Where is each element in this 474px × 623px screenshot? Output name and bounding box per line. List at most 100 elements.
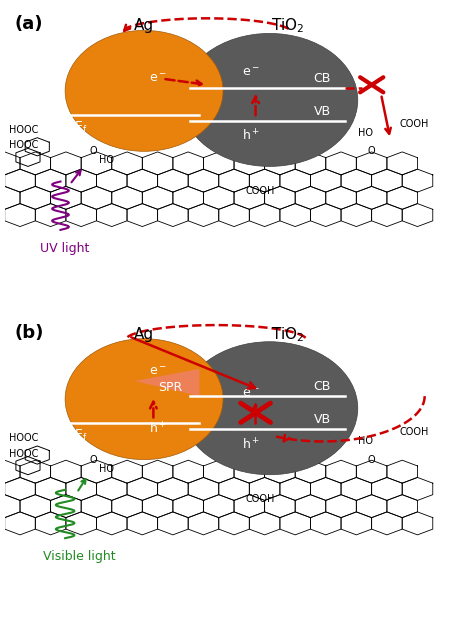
Ellipse shape xyxy=(111,371,161,411)
Text: CB: CB xyxy=(314,72,331,85)
Text: COOH: COOH xyxy=(400,119,429,129)
Ellipse shape xyxy=(124,381,143,396)
Text: O: O xyxy=(367,455,374,465)
Text: $e^-$: $e^-$ xyxy=(242,66,260,79)
Text: $e^-$: $e^-$ xyxy=(242,387,260,399)
Ellipse shape xyxy=(226,366,325,440)
Ellipse shape xyxy=(65,31,223,151)
Ellipse shape xyxy=(81,350,201,442)
Ellipse shape xyxy=(79,348,205,445)
Ellipse shape xyxy=(108,369,165,413)
Text: TiO$_2$: TiO$_2$ xyxy=(272,17,305,36)
Ellipse shape xyxy=(87,354,194,436)
Ellipse shape xyxy=(222,364,328,444)
Text: HOOC: HOOC xyxy=(9,125,39,135)
Ellipse shape xyxy=(206,355,340,456)
Ellipse shape xyxy=(113,65,158,99)
Ellipse shape xyxy=(105,368,169,416)
Ellipse shape xyxy=(129,385,136,390)
Text: TiO$_2$: TiO$_2$ xyxy=(272,325,305,343)
Ellipse shape xyxy=(181,342,358,475)
Ellipse shape xyxy=(68,32,219,148)
Ellipse shape xyxy=(266,388,295,409)
Ellipse shape xyxy=(230,368,322,437)
Ellipse shape xyxy=(124,73,143,87)
Ellipse shape xyxy=(113,374,158,407)
Ellipse shape xyxy=(119,69,150,93)
Ellipse shape xyxy=(242,66,313,120)
Ellipse shape xyxy=(103,57,172,111)
Text: HO: HO xyxy=(100,155,114,165)
Ellipse shape xyxy=(89,356,191,434)
Ellipse shape xyxy=(97,362,180,425)
Ellipse shape xyxy=(193,348,349,465)
Polygon shape xyxy=(135,369,200,396)
Ellipse shape xyxy=(121,379,147,399)
Ellipse shape xyxy=(119,378,150,402)
Text: HOOC: HOOC xyxy=(9,140,39,150)
Ellipse shape xyxy=(89,48,191,125)
Text: Visible light: Visible light xyxy=(43,550,115,563)
Ellipse shape xyxy=(76,346,209,448)
Ellipse shape xyxy=(105,59,169,108)
Ellipse shape xyxy=(84,44,198,131)
Ellipse shape xyxy=(238,373,316,431)
Text: O: O xyxy=(89,146,97,156)
Ellipse shape xyxy=(103,366,172,419)
Text: $E_f$: $E_f$ xyxy=(74,428,88,443)
Ellipse shape xyxy=(73,345,212,451)
Text: $E_f$: $E_f$ xyxy=(74,120,88,135)
Ellipse shape xyxy=(100,364,176,422)
Text: HO: HO xyxy=(358,437,373,447)
Ellipse shape xyxy=(230,60,322,129)
Text: $e^-$: $e^-$ xyxy=(149,366,167,378)
Text: UV light: UV light xyxy=(40,242,90,255)
Ellipse shape xyxy=(68,341,219,457)
Ellipse shape xyxy=(271,82,292,98)
Ellipse shape xyxy=(198,42,346,154)
Ellipse shape xyxy=(71,343,216,454)
Ellipse shape xyxy=(234,370,319,434)
Ellipse shape xyxy=(95,52,183,120)
Ellipse shape xyxy=(71,34,216,146)
Ellipse shape xyxy=(279,86,286,92)
Ellipse shape xyxy=(87,46,194,128)
Ellipse shape xyxy=(206,47,340,148)
Ellipse shape xyxy=(193,40,349,157)
Text: VB: VB xyxy=(314,105,331,118)
Ellipse shape xyxy=(238,64,316,123)
Ellipse shape xyxy=(242,374,313,428)
Ellipse shape xyxy=(198,351,346,462)
Ellipse shape xyxy=(185,36,355,163)
Ellipse shape xyxy=(185,344,355,472)
Ellipse shape xyxy=(279,394,286,400)
Ellipse shape xyxy=(274,84,289,95)
Text: $h^+$: $h^+$ xyxy=(242,437,260,452)
Text: (a): (a) xyxy=(14,16,43,33)
Ellipse shape xyxy=(111,64,161,102)
Text: CB: CB xyxy=(314,380,331,393)
Ellipse shape xyxy=(190,346,352,468)
Ellipse shape xyxy=(263,77,298,104)
Ellipse shape xyxy=(92,50,187,122)
Text: O: O xyxy=(367,146,374,156)
Ellipse shape xyxy=(250,71,307,113)
Ellipse shape xyxy=(218,53,331,138)
Ellipse shape xyxy=(271,390,292,406)
Ellipse shape xyxy=(116,67,154,96)
Ellipse shape xyxy=(258,75,301,107)
Ellipse shape xyxy=(210,49,337,145)
Ellipse shape xyxy=(255,381,304,419)
Ellipse shape xyxy=(222,55,328,135)
Ellipse shape xyxy=(181,34,358,166)
Ellipse shape xyxy=(218,361,331,447)
Ellipse shape xyxy=(79,40,205,137)
Text: COOH: COOH xyxy=(246,494,275,504)
Text: HO: HO xyxy=(100,464,114,473)
Text: HOOC: HOOC xyxy=(9,449,39,459)
Ellipse shape xyxy=(226,57,325,132)
Text: VB: VB xyxy=(314,413,331,426)
Ellipse shape xyxy=(108,61,165,105)
Ellipse shape xyxy=(246,69,310,117)
Ellipse shape xyxy=(81,42,201,134)
